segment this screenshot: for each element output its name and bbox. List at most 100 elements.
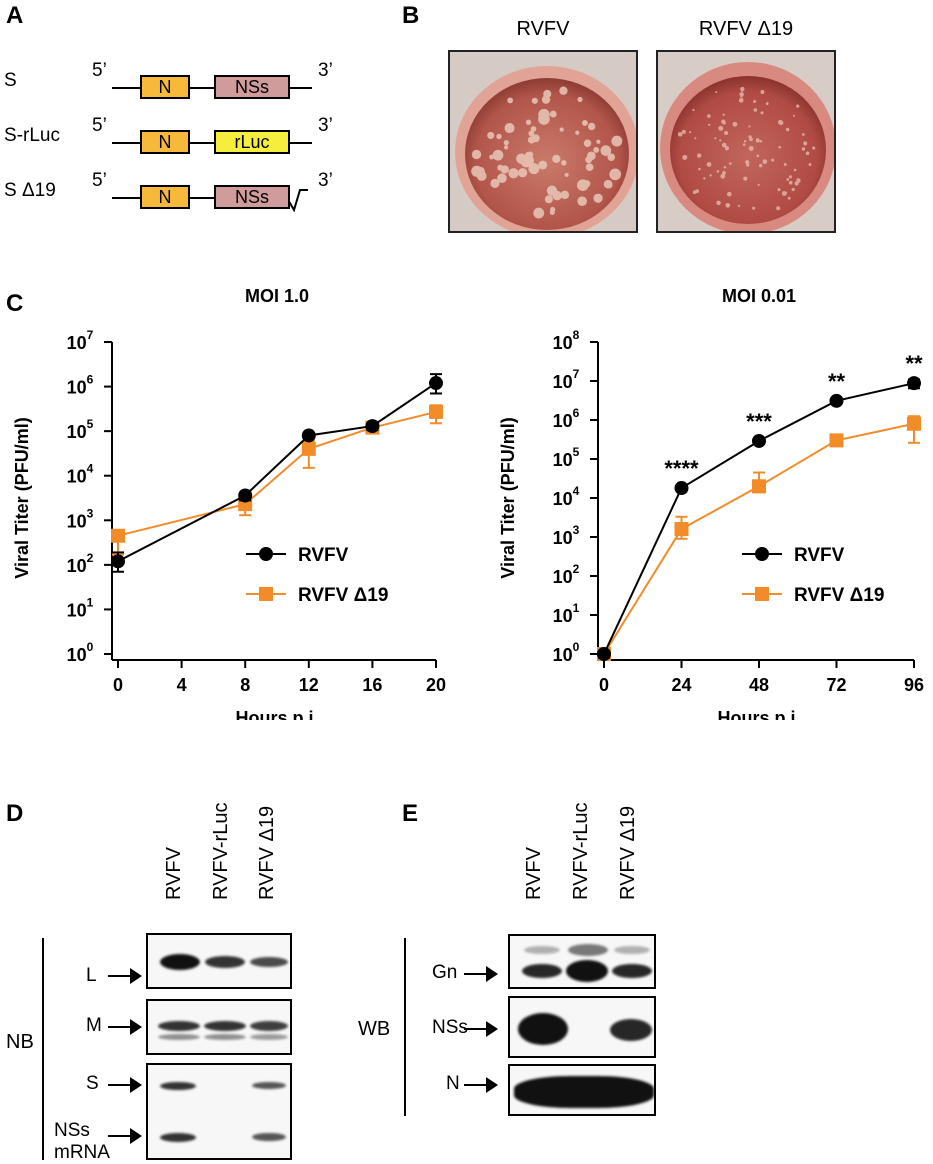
segment-line bbox=[112, 142, 312, 144]
arrow-icon bbox=[464, 1021, 498, 1037]
arrow-icon bbox=[108, 1128, 142, 1144]
plaque-spot bbox=[707, 114, 711, 118]
legend-marker bbox=[259, 547, 273, 561]
y-axis-label: Viral Titer (PFU/ml) bbox=[12, 417, 32, 578]
lane-label: RVFV Δ19 bbox=[256, 805, 278, 900]
arrow-icon bbox=[108, 1019, 142, 1035]
plaque-spot bbox=[525, 119, 532, 125]
y-tick-label: 101 bbox=[67, 595, 94, 620]
x-tick-label: 0 bbox=[599, 675, 609, 695]
deletion-notch-icon bbox=[286, 189, 308, 213]
band bbox=[252, 1082, 286, 1089]
plaque-spot bbox=[507, 97, 514, 104]
blot-strip-n bbox=[508, 1064, 656, 1116]
band bbox=[204, 1021, 246, 1031]
legend-label: RVFV Δ19 bbox=[794, 585, 884, 606]
plaque-spot bbox=[723, 166, 727, 169]
chart-title: MOI 0.01 bbox=[722, 286, 796, 306]
plaque-spot bbox=[503, 139, 509, 146]
legend-label: RVFV bbox=[298, 545, 349, 566]
plaque-spot bbox=[732, 121, 738, 127]
plaque-spot bbox=[604, 148, 610, 154]
plaque-spot bbox=[583, 139, 592, 147]
plaque-spot bbox=[727, 191, 732, 197]
band-label-m: M bbox=[86, 1015, 102, 1036]
band bbox=[250, 1034, 288, 1040]
band bbox=[160, 954, 200, 970]
blot-strip-l bbox=[146, 933, 292, 989]
plaque-spot bbox=[738, 97, 744, 103]
significance-label: *** bbox=[746, 409, 772, 434]
plaque-spot bbox=[762, 159, 768, 165]
band bbox=[250, 1021, 288, 1031]
y-tick-label: 104 bbox=[67, 462, 94, 487]
plaque-spot bbox=[757, 183, 760, 186]
plaque-spot bbox=[703, 177, 706, 180]
blot-strip-gn bbox=[508, 934, 656, 989]
y-tick-label: 100 bbox=[67, 640, 94, 665]
plaque-spot bbox=[698, 167, 701, 171]
plaque-spot bbox=[718, 125, 724, 131]
plaque-spot bbox=[720, 173, 726, 179]
group-bracket bbox=[404, 938, 406, 1116]
plaque-spot bbox=[471, 149, 482, 160]
data-point bbox=[674, 522, 689, 537]
growth-curve-moi-0-01: MOI 0.01 100 101 102 103 104 105 106 107 108 0 24 48… bbox=[498, 286, 924, 720]
five-prime-label: 5’ bbox=[92, 60, 107, 81]
gene-n: N bbox=[140, 75, 190, 99]
plaque-spot bbox=[759, 139, 763, 143]
segment-label-s-rluc: S-rLuc bbox=[4, 125, 60, 146]
y-tick-label: 105 bbox=[67, 417, 94, 442]
band bbox=[160, 1133, 196, 1142]
legend-marker bbox=[755, 587, 769, 601]
plaque-spot bbox=[719, 139, 722, 142]
plaque-spot bbox=[606, 182, 613, 189]
x-tick-label: 16 bbox=[362, 675, 382, 695]
plaque-spot bbox=[528, 130, 535, 137]
plaque-spot bbox=[677, 131, 683, 137]
plaque-spot bbox=[504, 122, 515, 134]
plaque-spot bbox=[682, 154, 688, 160]
blot-strip-s bbox=[146, 1063, 292, 1160]
plaque-spot bbox=[778, 145, 781, 149]
plaque-spot bbox=[771, 158, 775, 162]
plaque-spot bbox=[585, 163, 594, 172]
plaque-spot bbox=[748, 125, 751, 128]
y-tick-label: 107 bbox=[553, 367, 580, 392]
plaque-spot bbox=[527, 136, 536, 144]
plaque-spot bbox=[549, 110, 557, 118]
plaque-spot bbox=[743, 176, 748, 181]
plaque-spot bbox=[577, 96, 583, 103]
band bbox=[158, 1021, 200, 1031]
three-prime-label: 3’ bbox=[318, 60, 333, 81]
plaque-spot bbox=[722, 171, 726, 175]
lane-label: RVFV bbox=[163, 847, 185, 900]
plaque-spot bbox=[716, 200, 721, 206]
plaque-spot bbox=[476, 171, 487, 181]
plaque-spot bbox=[508, 168, 519, 179]
plaque-spot bbox=[785, 127, 790, 132]
plaque-title-rvfv-delta19: RVFV Δ19 bbox=[698, 18, 794, 40]
plaque-spot bbox=[582, 180, 591, 188]
group-bracket bbox=[42, 938, 44, 1160]
plaque-spot bbox=[706, 162, 712, 167]
plaque-spot bbox=[801, 133, 805, 136]
y-tick-label: 103 bbox=[67, 506, 94, 531]
plaque-spot bbox=[753, 100, 757, 103]
data-point bbox=[752, 479, 766, 494]
plaque-spot bbox=[552, 154, 561, 163]
data-point bbox=[907, 376, 921, 391]
y-tick-label: 107 bbox=[67, 328, 94, 353]
band bbox=[204, 1034, 246, 1040]
plaque-spot bbox=[708, 123, 711, 126]
plaque-spot bbox=[737, 204, 741, 208]
plaque-spot bbox=[607, 153, 616, 161]
plaque-spot bbox=[755, 138, 760, 143]
plaque-spot bbox=[681, 129, 686, 134]
significance-label: **** bbox=[664, 456, 699, 481]
plaque-spot bbox=[490, 178, 500, 188]
plaque-spot bbox=[743, 140, 747, 143]
plaque-title-rvfv: RVFV bbox=[516, 18, 570, 40]
plaque-spot bbox=[788, 180, 793, 185]
band-label-nss: NSs bbox=[432, 1017, 468, 1038]
